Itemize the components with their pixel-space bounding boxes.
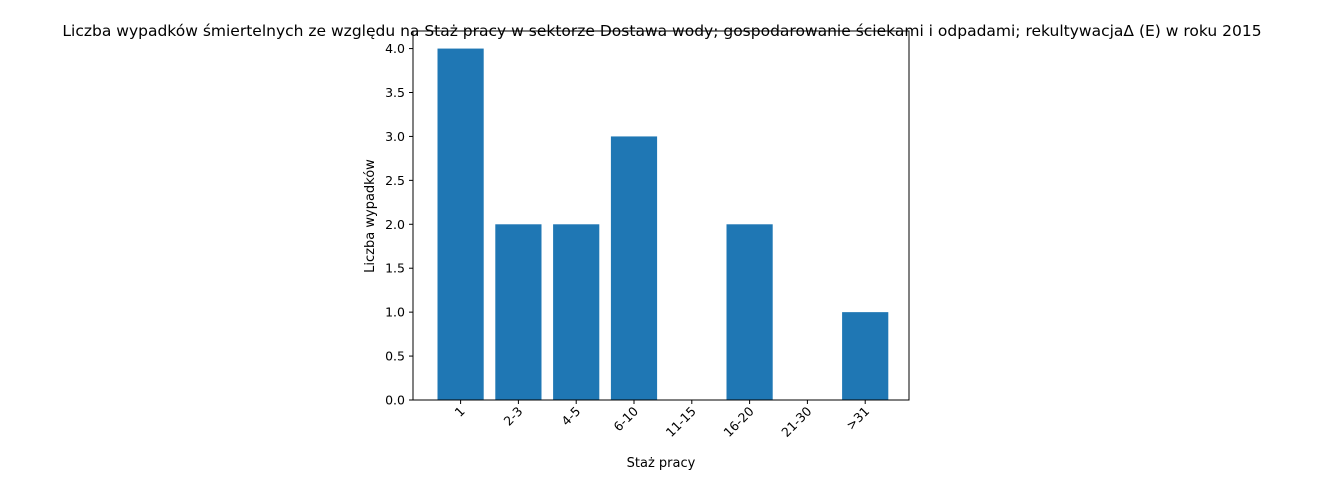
y-tick-label: 2.0 [385, 217, 405, 232]
y-tick-label: 0.0 [385, 393, 405, 408]
x-tick-label: 11-15 [663, 404, 699, 440]
bar [553, 224, 600, 400]
x-tick-label: >31 [843, 404, 872, 433]
y-tick-label: 2.5 [385, 173, 405, 188]
x-tick-label: 21-30 [778, 403, 814, 439]
y-tick-label: 3.5 [385, 85, 405, 100]
y-tick-label: 4.0 [385, 41, 405, 56]
bar [495, 224, 542, 400]
y-tick-label: 1.0 [385, 305, 405, 320]
x-tick-label: 1 [451, 404, 467, 420]
y-tick-label: 0.5 [385, 349, 405, 364]
y-tick-label: 1.5 [385, 261, 405, 276]
x-tick-label: 4-5 [558, 404, 583, 429]
y-axis-label: Liczba wypadków [363, 159, 378, 273]
x-axis-label: Staż pracy [627, 456, 696, 471]
bar [842, 312, 889, 400]
x-tick-label: 16-20 [720, 403, 756, 439]
bar [437, 48, 484, 400]
y-tick-label: 3.0 [385, 129, 405, 144]
axes-frame [412, 30, 910, 401]
x-tick-label: 2-3 [500, 404, 525, 429]
bar [610, 136, 658, 400]
bar [726, 224, 773, 400]
plot-area: 0.0 0.5 1.0 1.5 2.0 2.5 3.0 3.5 4.0 1 2-3 4-5 6-10 11… [385, 30, 910, 440]
x-tick-label: 6-10 [610, 403, 641, 434]
